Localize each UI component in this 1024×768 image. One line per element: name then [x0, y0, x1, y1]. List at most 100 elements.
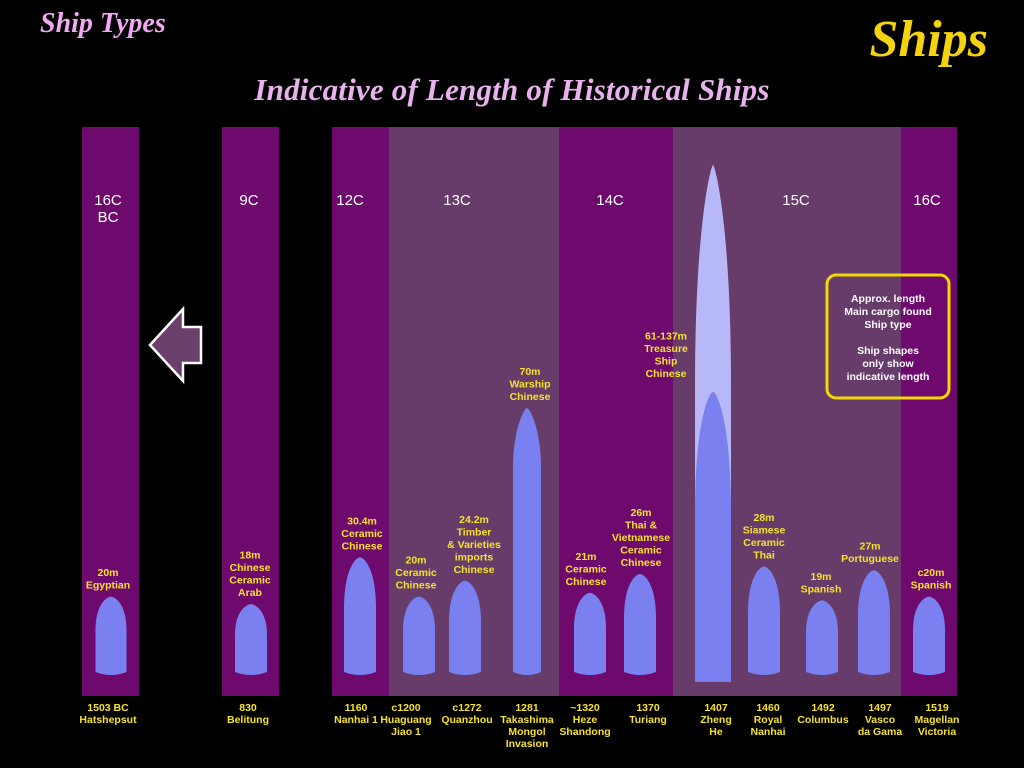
ship-info-label: Chinese	[396, 580, 437, 592]
ship-year-label: Mongol	[508, 726, 545, 738]
ship-info-label: 61-137m	[645, 331, 687, 343]
legend-line: indicative length	[847, 371, 930, 383]
ship-year-label: Zheng	[700, 714, 732, 726]
ship-year-label: Belitung	[227, 714, 269, 726]
ship-year-label: Heze	[573, 714, 598, 726]
ship-year-label: Huaguang	[380, 714, 431, 726]
ship-info-label: Ceramic	[341, 528, 383, 540]
ship-info-label: Spanish	[801, 583, 842, 595]
century-label: BC	[98, 209, 119, 226]
ship-year-label: Vasco	[865, 714, 895, 726]
ship-year-label: 1497	[868, 702, 892, 714]
legend-border	[825, 273, 951, 400]
ship-info-label: Chinese	[230, 562, 271, 574]
ship-shape	[913, 596, 945, 675]
ship-info-label: Chinese	[510, 391, 551, 403]
ship-info-label: Arab	[238, 587, 262, 599]
century-label: 16C	[94, 192, 122, 209]
ship-info-label: 21m	[575, 551, 596, 563]
ship-info-labels: 20mEgyptian18mChineseCeramicArab30.4mCer…	[86, 331, 952, 600]
ship-year-label: Hatshepsut	[79, 714, 137, 726]
ship-year-label: 1519	[925, 702, 949, 714]
century-label: 13C	[443, 192, 471, 209]
ship-year-label: Nanhai	[750, 726, 785, 738]
ship-year-label: 1492	[811, 702, 835, 714]
ship-shape	[344, 557, 376, 675]
ship-info-label: Siamese	[743, 524, 786, 536]
ship-info-label: Spanish	[911, 580, 952, 592]
ship-year-label: Invasion	[506, 738, 549, 750]
ship-info-label: 18m	[239, 550, 260, 562]
ship-shape	[235, 604, 267, 675]
ship-info-label: 24.2m	[459, 514, 489, 526]
century-label: 16C	[913, 192, 941, 209]
ship-shape	[574, 592, 606, 675]
ship-min-length	[695, 392, 731, 682]
ship-info-label: 19m	[810, 571, 831, 583]
ship-shape	[403, 596, 435, 675]
ship-shape	[95, 596, 127, 675]
ship-info-label: Ceramic	[229, 575, 271, 587]
ship-year-label: Royal	[754, 714, 783, 726]
ship-info-label: Chinese	[566, 576, 607, 588]
ship-year-label: 1503 BC	[87, 702, 129, 714]
ship-info-label: Ceramic	[565, 563, 607, 575]
ship-year-label: Victoria	[918, 726, 956, 738]
ship-info-label: Portuguese	[841, 553, 899, 565]
ship-shape	[806, 600, 838, 675]
century-label: 15C	[782, 192, 810, 209]
ship-year-label: Turiang	[629, 714, 667, 726]
ship-year-label: He	[709, 726, 723, 738]
ship-year-label: 1460	[756, 702, 780, 714]
ship-info-label: Thai	[753, 549, 775, 561]
ship-info-label: 30.4m	[347, 515, 377, 527]
ship-shape	[748, 566, 780, 675]
ship-info-label: Thai &	[625, 519, 658, 531]
ship-info-label: Warship	[509, 379, 550, 391]
ships-title: Ships	[869, 11, 988, 68]
ship-shape	[513, 408, 541, 675]
legend-line: Main cargo found	[844, 306, 932, 318]
ship-year-label: Shandong	[559, 726, 610, 738]
ship-year-label: da Gama	[858, 726, 903, 738]
ship-info-label: Ceramic	[743, 537, 785, 549]
ship-info-label: Ship	[655, 356, 678, 368]
ship-shape	[449, 580, 481, 675]
ship-info-label: Egyptian	[86, 580, 130, 592]
ship-shape	[858, 570, 890, 675]
ship-info-label: Ceramic	[395, 567, 437, 579]
ship-year-label: Columbus	[797, 714, 848, 726]
ship-year-label: c1200	[391, 702, 420, 714]
ship-info-label: Treasure	[644, 343, 688, 355]
ship-year-label: Nanhai 1	[334, 714, 378, 726]
century-label: 9C	[239, 192, 258, 209]
ship-info-label: 70m	[519, 366, 540, 378]
chart-title: Indicative of Length of Historical Ships	[254, 72, 770, 107]
ship-shape	[624, 573, 656, 675]
ship-info-label: Vietnamese	[612, 532, 670, 544]
ship-year-label: 1160	[345, 702, 368, 714]
ship-info-label: Timber	[457, 526, 492, 538]
ship-info-label: 26m	[630, 507, 651, 519]
century-band-1	[222, 127, 279, 696]
ship-info-label: c20m	[918, 567, 945, 579]
ship-info-label: 20m	[405, 555, 426, 567]
arrow-left-icon	[148, 305, 203, 385]
ship-info-label: Chinese	[621, 557, 662, 569]
ship-info-label: 28m	[753, 512, 774, 524]
ship-year-label: Quanzhou	[441, 714, 492, 726]
ship-types-title: Ship Types	[40, 8, 166, 39]
ship-shapes	[95, 165, 945, 682]
ship-year-label: 1281	[515, 702, 539, 714]
ship-info-label: 27m	[859, 541, 880, 553]
legend-line: only show	[862, 358, 914, 370]
century-label: 14C	[596, 192, 624, 209]
legend-line: Ship type	[864, 319, 911, 331]
ship-year-label: 1370	[636, 702, 660, 714]
ship-year-label: 1407	[704, 702, 728, 714]
ship-info-label: Chinese	[342, 540, 383, 552]
